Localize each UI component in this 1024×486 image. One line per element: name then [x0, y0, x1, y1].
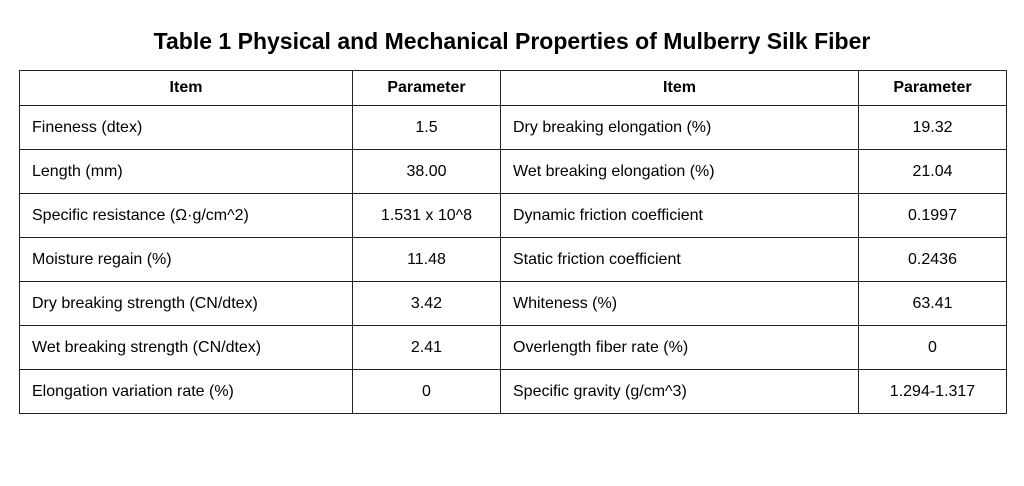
parameter-cell: 11.48 [352, 237, 501, 282]
header-cell: Item [500, 70, 859, 106]
parameter-cell: 38.00 [352, 149, 501, 194]
header-cell: Item [19, 70, 353, 106]
item-cell: Fineness (dtex) [19, 105, 353, 150]
parameter-cell: 63.41 [858, 281, 1007, 326]
item-cell: Moisture regain (%) [19, 237, 353, 282]
item-cell: Dry breaking elongation (%) [500, 105, 859, 150]
item-cell: Dynamic friction coefficient [500, 193, 859, 238]
table-title: Table 1 Physical and Mechanical Properti… [153, 28, 871, 54]
parameter-cell: 2.41 [352, 325, 501, 370]
table-row: Specific resistance (Ω·g/cm^2) 1.531 x 10… [19, 193, 1007, 238]
table-row: Wet breaking strength (CN/dtex) 2.41 Overl… [19, 325, 1007, 370]
parameter-cell: 19.32 [858, 105, 1007, 150]
table-row: Moisture regain (%) 11.48 Static friction … [19, 237, 1007, 282]
item-cell: Length (mm) [19, 149, 353, 194]
item-cell: Wet breaking strength (CN/dtex) [19, 325, 353, 370]
parameter-cell: 1.294-1.317 [858, 369, 1007, 414]
parameter-cell: 1.531 x 10^8 [352, 193, 501, 238]
item-cell: Dry breaking strength (CN/dtex) [19, 281, 353, 326]
header-row: Item Parameter Item Parameter [19, 70, 1007, 106]
parameter-cell: 0 [352, 369, 501, 414]
item-cell: Elongation variation rate (%) [19, 369, 353, 414]
parameter-cell: 0.1997 [858, 193, 1007, 238]
item-cell: Specific resistance (Ω·g/cm^2) [19, 193, 353, 238]
parameter-cell: 1.5 [352, 105, 501, 150]
parameter-cell: 0.2436 [858, 237, 1007, 282]
table-row: Dry breaking strength (CN/dtex) 3.42 White… [19, 281, 1007, 326]
header-cell: Parameter [352, 70, 501, 106]
parameter-cell: 0 [858, 325, 1007, 370]
parameter-cell: 3.42 [352, 281, 501, 326]
table-row: Fineness (dtex) 1.5 Dry breaking elongatio… [19, 105, 1007, 150]
properties-table: Item Parameter Item Parameter Fineness (dte… [19, 70, 1007, 414]
item-cell: Wet breaking elongation (%) [500, 149, 859, 194]
item-cell: Static friction coefficient [500, 237, 859, 282]
table-row: Length (mm) 38.00 Wet breaking elongation … [19, 149, 1007, 194]
item-cell: Whiteness (%) [500, 281, 859, 326]
item-cell: Specific gravity (g/cm^3) [500, 369, 859, 414]
header-cell: Parameter [858, 70, 1007, 106]
parameter-cell: 21.04 [858, 149, 1007, 194]
item-cell: Overlength fiber rate (%) [500, 325, 859, 370]
table-row: Elongation variation rate (%) 0 Specific g… [19, 369, 1007, 414]
